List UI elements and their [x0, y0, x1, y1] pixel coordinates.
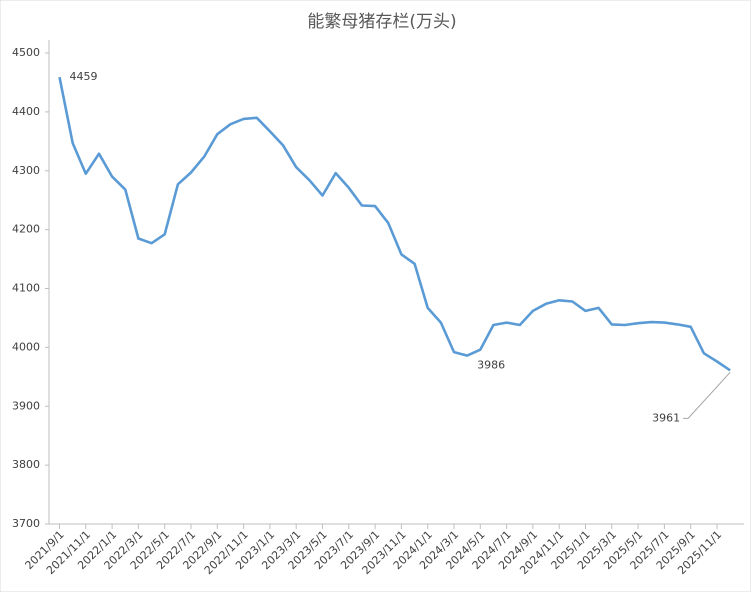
y-tick-label: 3800 [12, 458, 40, 471]
y-tick-label: 4200 [12, 223, 40, 236]
y-tick-label: 4100 [12, 282, 40, 295]
data-label: 4459 [70, 70, 98, 83]
y-tick-label: 4300 [12, 164, 40, 177]
line-series [58, 76, 731, 372]
y-tick-label: 3900 [12, 399, 40, 412]
data-label: 3961 [652, 411, 680, 424]
chart-title: 能繁母猪存栏(万头) [307, 12, 456, 32]
leader-line [683, 371, 731, 419]
y-tick-label: 4000 [12, 340, 40, 353]
y-tick-label: 3700 [12, 517, 40, 530]
data-label: 3986 [477, 359, 505, 372]
y-tick-label: 4500 [12, 46, 40, 59]
y-tick-label: 4400 [12, 105, 40, 118]
